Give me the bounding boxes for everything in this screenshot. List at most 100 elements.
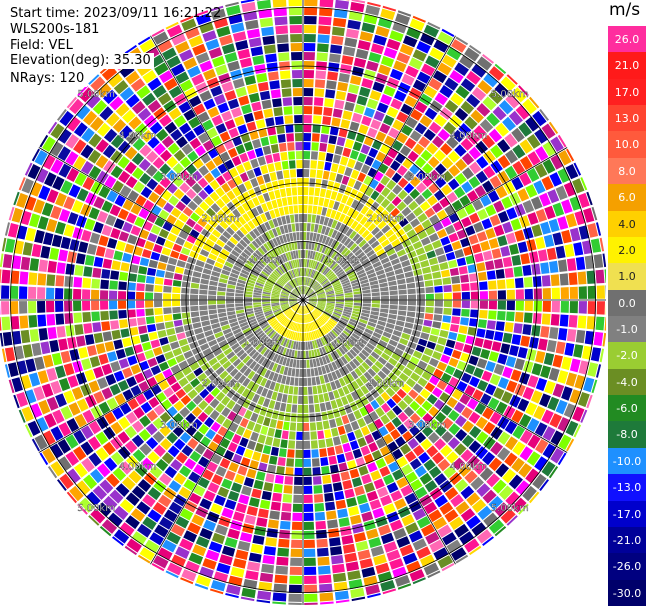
radar-gate	[55, 301, 64, 312]
radar-gate	[199, 300, 208, 305]
radar-gate	[345, 561, 360, 572]
radar-gate	[109, 280, 118, 290]
radar-gate	[493, 258, 504, 269]
radar-gate	[423, 501, 438, 515]
radar-gate	[307, 304, 314, 310]
radar-gate	[361, 309, 371, 314]
radar-gate	[566, 258, 577, 271]
radar-gate	[256, 385, 264, 395]
radar-gate	[401, 332, 411, 341]
radar-gate	[218, 312, 227, 318]
radar-gate	[260, 346, 268, 355]
radar-gate	[199, 295, 208, 300]
radar-gate	[226, 307, 235, 312]
radar-gate	[504, 322, 514, 333]
radar-gate	[255, 119, 266, 129]
radar-gate	[315, 308, 323, 314]
radar-gate	[194, 443, 206, 455]
radar-gate	[331, 163, 339, 173]
radar-gate	[231, 392, 241, 403]
radar-gate	[280, 294, 289, 297]
radar-gate	[303, 314, 306, 323]
radar-gate	[324, 364, 331, 374]
radar-gate	[407, 305, 416, 312]
radar-gate	[380, 494, 393, 506]
radar-gate	[262, 268, 271, 276]
radar-gate	[242, 355, 251, 364]
radar-gate	[308, 301, 317, 305]
radar-gate	[171, 554, 186, 568]
radar-gate	[301, 306, 303, 314]
radar-gate	[330, 44, 343, 54]
radar-gate	[246, 380, 255, 390]
radar-gate	[395, 362, 406, 372]
radar-gate	[191, 406, 203, 417]
radar-gate	[276, 466, 285, 475]
radar-gate	[310, 440, 318, 449]
radar-gate	[144, 539, 160, 554]
radar-gate	[134, 123, 148, 136]
radar-gate	[266, 252, 273, 261]
radar-gate	[451, 275, 461, 284]
radar-gate	[175, 266, 185, 274]
radar-gate	[194, 265, 203, 273]
radar-gate	[446, 451, 459, 464]
radar-gate	[279, 188, 287, 198]
radar-gate	[352, 358, 361, 367]
radar-gate	[383, 474, 395, 486]
radar-gate	[219, 356, 229, 366]
radar-gate	[247, 149, 257, 160]
radar-gate	[330, 316, 339, 323]
radar-gate	[131, 255, 141, 265]
radar-gate	[512, 441, 526, 456]
radar-gate	[95, 447, 109, 461]
radar-gate	[0, 269, 2, 283]
radar-gate	[459, 393, 471, 405]
radar-gate	[294, 124, 303, 133]
radar-gate	[146, 178, 158, 191]
radar-gate	[323, 311, 332, 316]
radar-gate	[248, 552, 262, 563]
radar-gate	[297, 350, 301, 359]
radar-gate	[505, 232, 517, 244]
radar-gate	[293, 106, 303, 115]
radar-gate	[244, 294, 253, 298]
radar-gate	[210, 248, 220, 257]
radar-gate	[463, 344, 473, 354]
radar-gate	[253, 295, 262, 298]
radar-gate	[88, 207, 100, 220]
radar-gate	[326, 305, 335, 309]
radar-gate	[33, 199, 45, 214]
radar-gate	[461, 291, 470, 300]
radar-gate	[161, 189, 172, 201]
radar-gate	[208, 218, 218, 228]
radar-gate	[262, 291, 271, 295]
radar-gate	[167, 142, 180, 155]
radar-gate	[172, 286, 181, 294]
radar-gate	[390, 334, 400, 342]
radar-gate	[80, 144, 94, 159]
radar-gate	[289, 297, 298, 300]
radar-gate	[265, 117, 275, 127]
radar-gate	[300, 241, 303, 250]
radar-gate	[527, 375, 539, 388]
radar-gate	[31, 342, 42, 357]
radar-gate	[283, 286, 291, 292]
radar-gate	[250, 254, 259, 263]
radar-gate	[131, 434, 145, 448]
radar-gate	[104, 341, 115, 352]
radar-gate	[469, 376, 480, 388]
radar-gate	[51, 352, 63, 366]
radar-gate	[213, 348, 223, 357]
radar-gate	[269, 352, 276, 361]
radar-gate	[344, 451, 354, 462]
radar-gate	[205, 238, 215, 248]
radar-gate	[511, 497, 527, 513]
radar-gate	[329, 331, 337, 339]
radar-gate	[335, 369, 342, 379]
radar-gate	[257, 508, 269, 519]
radar-gate	[303, 350, 306, 359]
radar-gate	[361, 312, 370, 318]
radar-gate	[246, 84, 258, 94]
radar-gate	[338, 406, 347, 416]
